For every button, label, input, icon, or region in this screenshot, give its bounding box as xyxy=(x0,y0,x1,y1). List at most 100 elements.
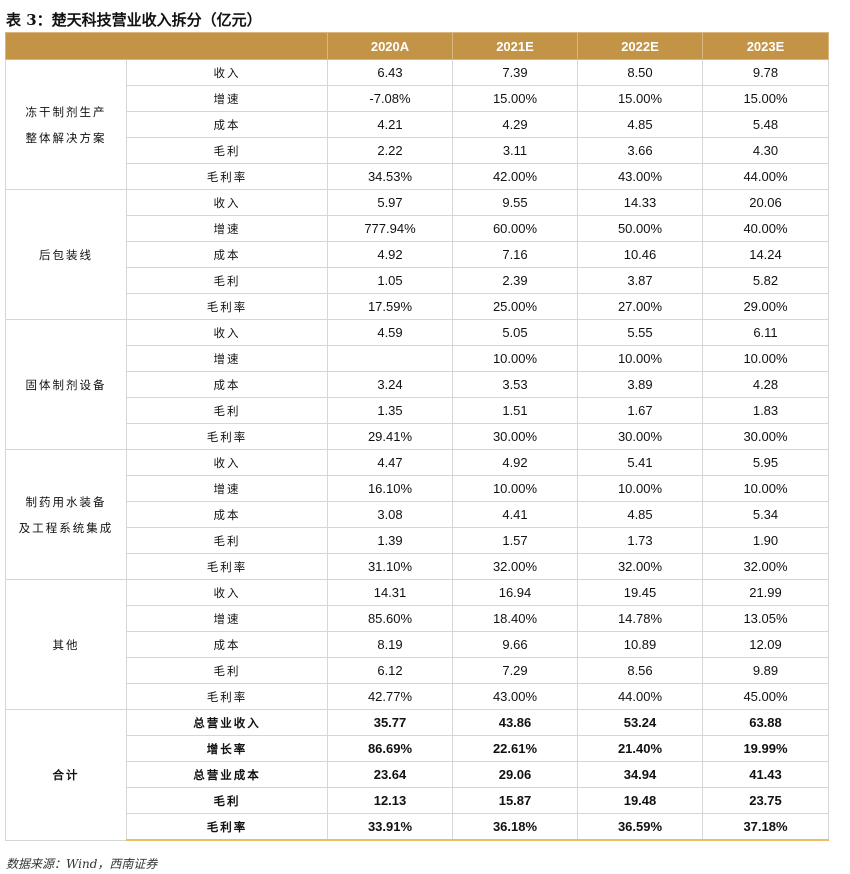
value-cell: 9.66 xyxy=(452,631,578,658)
table-row: 其他 收入 14.31 16.94 19.45 21.99 xyxy=(5,579,829,710)
metric-label: 毛利率 xyxy=(126,163,328,190)
value-cell: 18.40% xyxy=(452,605,578,632)
table-title: 表 3：楚天科技营业收入拆分（亿元） xyxy=(6,11,262,29)
value-cell: 4.28 xyxy=(702,371,829,398)
value-cell: 17.59% xyxy=(327,293,453,320)
segment-name-line: 固体制剂设备 xyxy=(25,377,107,392)
table-row: 成本 3.08 4.41 4.85 5.34 xyxy=(6,501,829,528)
metric-label: 总营业成本 xyxy=(126,761,328,788)
value-cell: 29.06 xyxy=(452,761,578,788)
metric-label: 收入 xyxy=(126,579,328,606)
value-cell: 3.53 xyxy=(452,371,578,398)
value-cell: 50.00% xyxy=(577,215,703,242)
segment-name: 固体制剂设备 xyxy=(5,319,127,450)
table-row: 增速 10.00% 10.00% 10.00% xyxy=(6,345,829,372)
table-row: 毛利 1.39 1.57 1.73 1.90 xyxy=(6,527,829,554)
value-cell: 4.85 xyxy=(577,111,703,138)
value-cell: 35.77 xyxy=(327,709,453,736)
value-cell: 36.59% xyxy=(577,813,703,841)
table-row: 冻干制剂生产 整体解决方案 收入 6.43 7.39 8.50 9.78 xyxy=(5,59,829,190)
metric-label: 毛利 xyxy=(126,397,328,424)
value-cell: 14.78% xyxy=(577,605,703,632)
value-cell: 6.43 xyxy=(327,59,453,86)
table-row: 增长率 86.69% 22.61% 21.40% 19.99% xyxy=(6,735,829,762)
segment-name: 冻干制剂生产 整体解决方案 xyxy=(5,59,127,190)
value-cell: 5.82 xyxy=(702,267,829,294)
metric-label: 毛利率 xyxy=(126,553,328,580)
segment-name-line: 制药用水装备 xyxy=(25,494,107,509)
value-cell: 13.05% xyxy=(702,605,829,632)
value-cell: 4.41 xyxy=(452,501,578,528)
table-row: 毛利 6.12 7.29 8.56 9.89 xyxy=(6,657,829,684)
metric-label: 毛利 xyxy=(126,267,328,294)
value-cell: 63.88 xyxy=(702,709,829,736)
value-cell: 9.89 xyxy=(702,657,829,684)
metric-label: 毛利率 xyxy=(126,293,328,320)
value-cell: 1.51 xyxy=(452,397,578,424)
segment-name-line: 冻干制剂生产 xyxy=(25,104,107,119)
table-row: 毛利率 42.77% 43.00% 44.00% 45.00% xyxy=(6,683,829,710)
value-cell: 42.00% xyxy=(452,163,578,190)
value-cell: 23.75 xyxy=(702,787,829,814)
value-cell: 3.87 xyxy=(577,267,703,294)
metric-label: 成本 xyxy=(126,631,328,658)
table-row: 总营业成本 23.64 29.06 34.94 41.43 xyxy=(6,761,829,788)
value-cell: 40.00% xyxy=(702,215,829,242)
value-cell: 21.40% xyxy=(577,735,703,762)
metric-label: 毛利 xyxy=(126,657,328,684)
table-row: 毛利 1.05 2.39 3.87 5.82 xyxy=(6,267,829,294)
segment-name: 后包装线 xyxy=(5,189,127,320)
table-row: 增速 85.60% 18.40% 14.78% 13.05% xyxy=(6,605,829,632)
table-row: 后包装线 收入 5.97 9.55 14.33 20.06 xyxy=(5,189,829,320)
table-row: 毛利率 17.59% 25.00% 27.00% 29.00% xyxy=(6,293,829,320)
value-cell: 4.30 xyxy=(702,137,829,164)
value-cell: 1.83 xyxy=(702,397,829,424)
metric-label: 毛利 xyxy=(126,137,328,164)
table-row: 成本 4.92 7.16 10.46 14.24 xyxy=(6,241,829,268)
value-cell: 85.60% xyxy=(327,605,453,632)
value-cell: 30.00% xyxy=(577,423,703,450)
metric-label: 成本 xyxy=(126,501,328,528)
value-cell: 3.24 xyxy=(327,371,453,398)
value-cell: 9.78 xyxy=(702,59,829,86)
value-cell: 45.00% xyxy=(702,683,829,710)
table-row: 合计 总营业收入 35.77 43.86 53.24 63.88 xyxy=(5,709,829,841)
metric-label: 收入 xyxy=(126,319,328,346)
value-cell: 29.00% xyxy=(702,293,829,320)
value-cell: 7.16 xyxy=(452,241,578,268)
segment-name-line: 其他 xyxy=(52,637,80,652)
revenue-breakdown-table: 2020A 2021E 2022E 2023E 冻干制剂生产 整体解决方案 收入 6.43 7… xyxy=(5,32,829,841)
value-cell: 15.00% xyxy=(452,85,578,112)
segment-name-line: 整体解决方案 xyxy=(25,130,107,145)
table-row: 毛利 2.22 3.11 3.66 4.30 xyxy=(6,137,829,164)
metric-label: 毛利率 xyxy=(126,813,328,841)
table-row: 毛利 1.35 1.51 1.67 1.83 xyxy=(6,397,829,424)
value-cell: 22.61% xyxy=(452,735,578,762)
value-cell: 14.31 xyxy=(327,579,453,606)
value-cell: 4.21 xyxy=(327,111,453,138)
value-cell: 1.90 xyxy=(702,527,829,554)
value-cell: 29.41% xyxy=(327,423,453,450)
metric-label: 总营业收入 xyxy=(126,709,328,736)
value-cell: 4.92 xyxy=(452,449,578,476)
value-cell: 21.99 xyxy=(702,579,829,606)
column-header: 2020A xyxy=(327,32,453,60)
table-row: 增速 -7.08% 15.00% 15.00% 15.00% xyxy=(6,85,829,112)
value-cell: 27.00% xyxy=(577,293,703,320)
value-cell xyxy=(327,345,453,372)
value-cell: 1.39 xyxy=(327,527,453,554)
metric-label: 收入 xyxy=(126,59,328,86)
value-cell: 7.29 xyxy=(452,657,578,684)
source-note: 数据来源：Wind，西南证券 xyxy=(6,857,158,871)
value-cell: 10.00% xyxy=(702,345,829,372)
value-cell: 43.86 xyxy=(452,709,578,736)
value-cell: 32.00% xyxy=(577,553,703,580)
value-cell: 3.11 xyxy=(452,137,578,164)
value-cell: 10.00% xyxy=(577,345,703,372)
header-blank xyxy=(5,32,328,60)
value-cell: 6.12 xyxy=(327,657,453,684)
value-cell: 16.10% xyxy=(327,475,453,502)
segment-name-line: 合计 xyxy=(52,767,80,782)
value-cell: 7.39 xyxy=(452,59,578,86)
value-cell: 16.94 xyxy=(452,579,578,606)
